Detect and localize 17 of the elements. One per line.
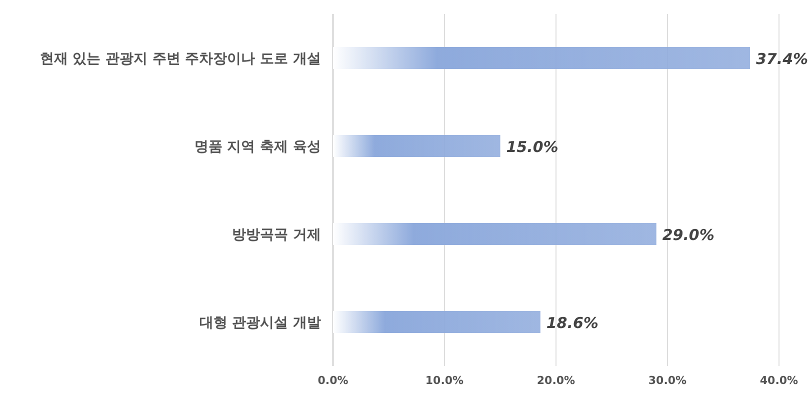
data-label: 15.0% xyxy=(506,138,558,156)
x-tick-label: 10.0% xyxy=(425,374,464,387)
bar xyxy=(333,47,750,69)
y-tick-label: 현재 있는 관광지 주변 주차장이나 도로 개설 xyxy=(40,51,321,67)
x-tick-label: 0.0% xyxy=(318,374,348,387)
y-tick-label: 대형 관광시설 개발 xyxy=(199,315,321,331)
bar xyxy=(333,135,500,157)
x-tick-label: 30.0% xyxy=(648,374,687,387)
data-label: 29.0% xyxy=(662,226,714,244)
x-tick-label: 20.0% xyxy=(536,374,576,387)
y-tick-label: 명품 지역 축제 육성 xyxy=(194,139,321,155)
data-label: 18.6% xyxy=(546,314,598,332)
data-label: 37.4% xyxy=(756,50,808,68)
bar xyxy=(333,311,540,333)
y-tick-label: 방방곡곡 거제 xyxy=(232,227,321,243)
x-tick-label: 40.0% xyxy=(760,374,798,387)
bar xyxy=(333,223,656,245)
